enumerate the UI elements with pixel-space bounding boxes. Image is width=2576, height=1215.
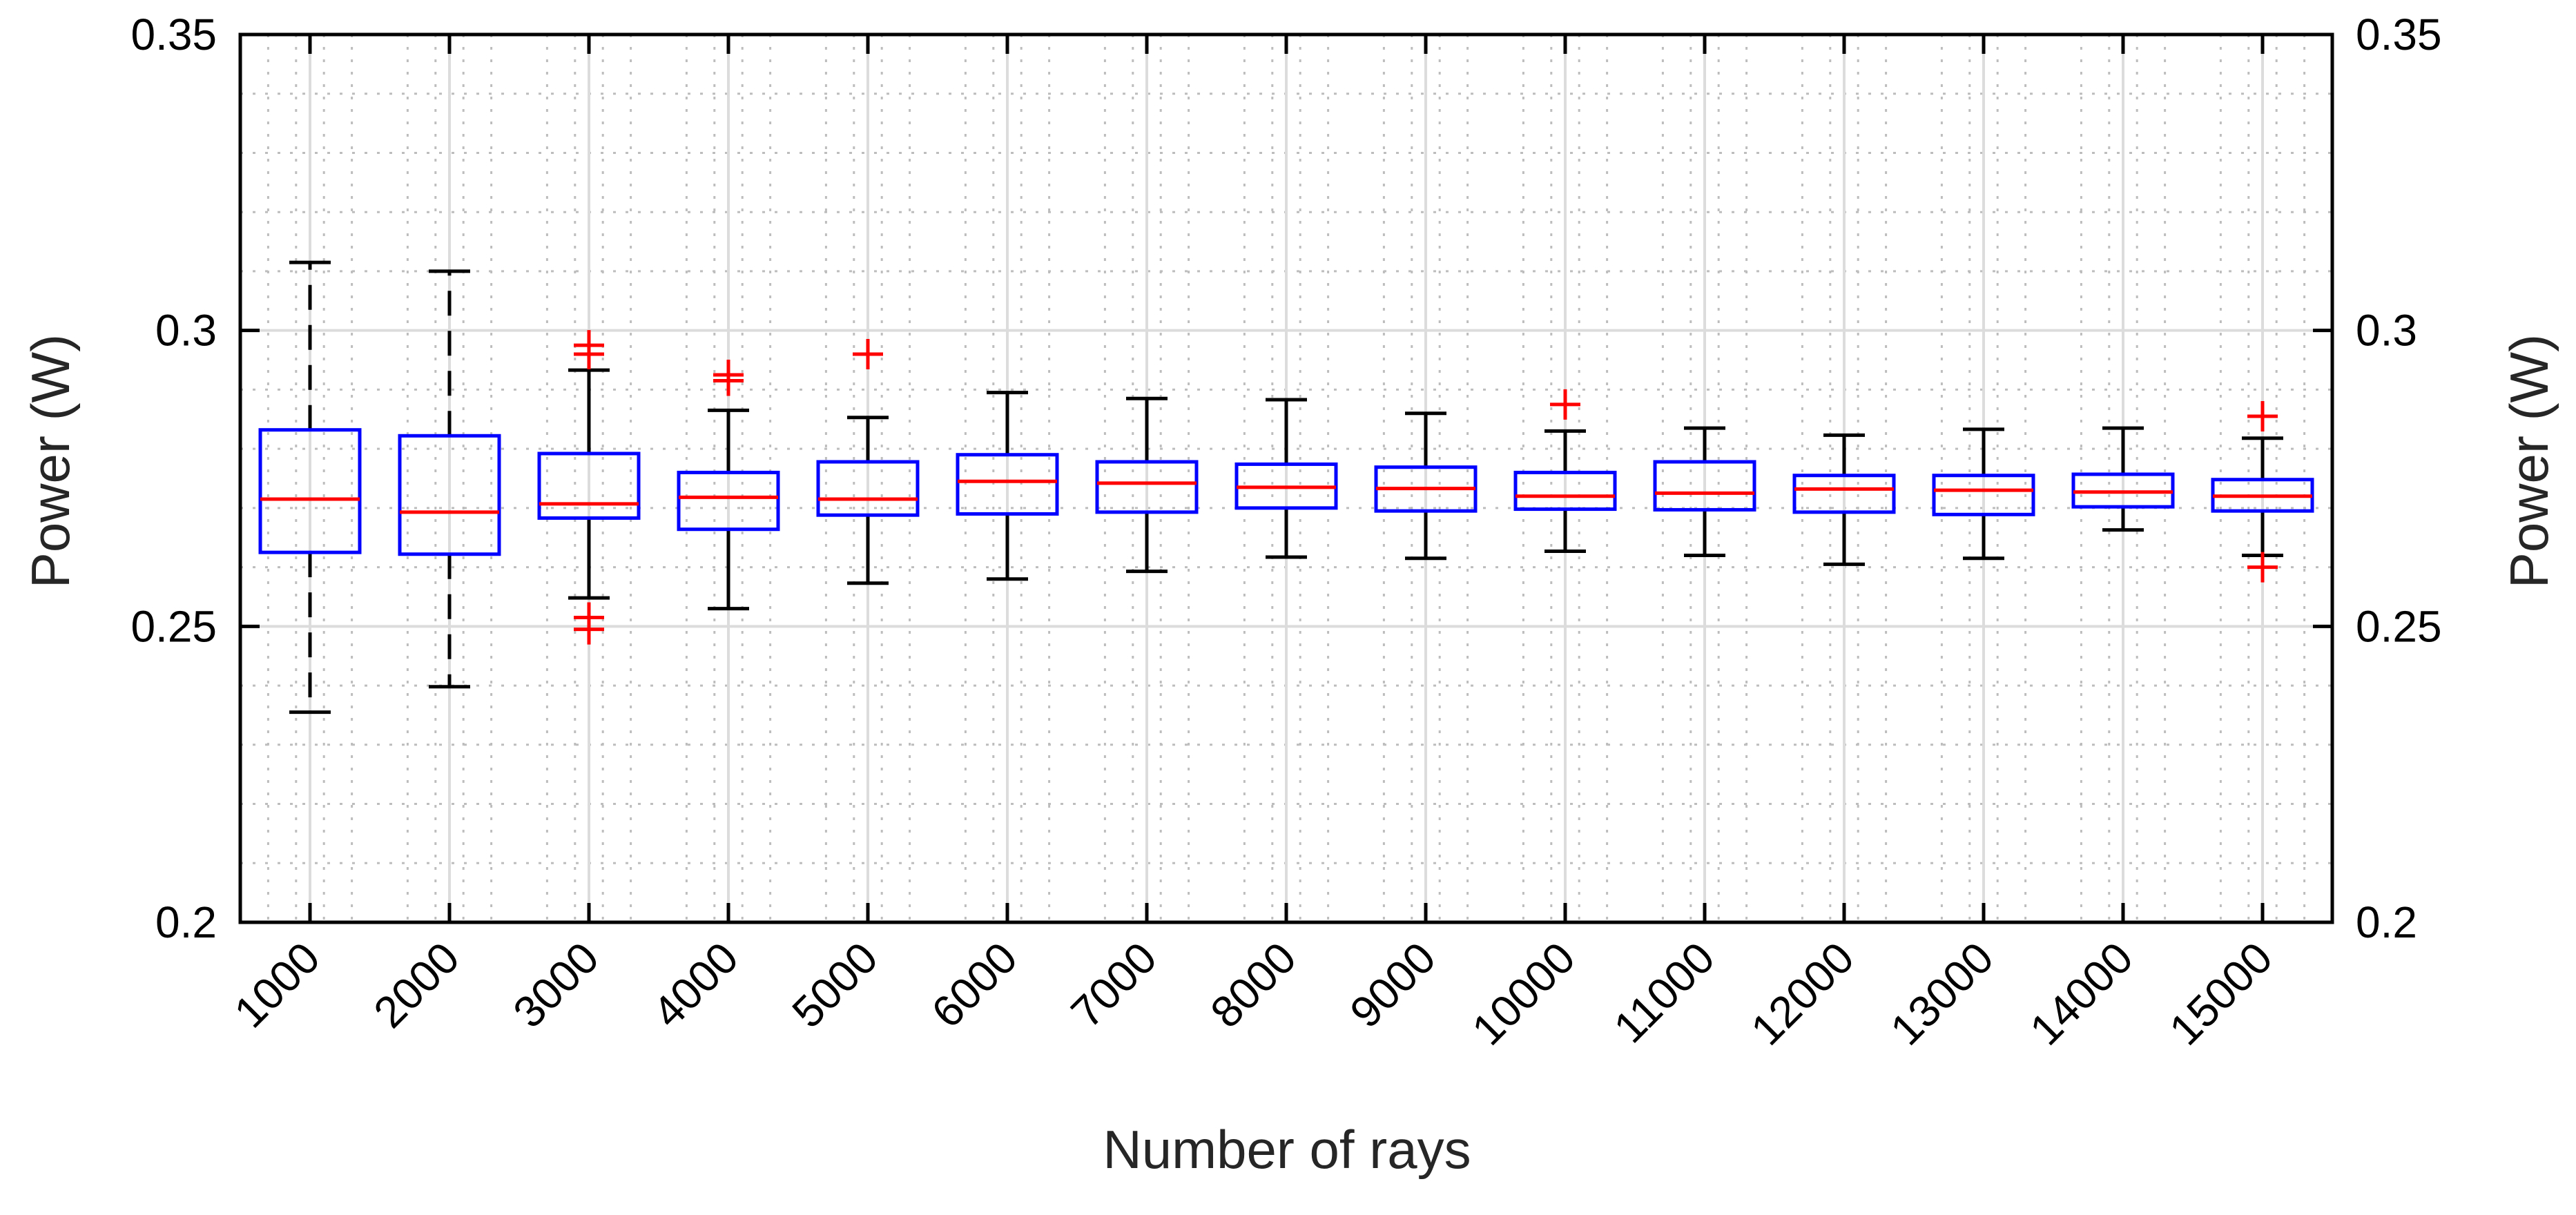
box-layer bbox=[258, 260, 2314, 715]
box-iqr bbox=[816, 460, 920, 517]
box-iqr bbox=[677, 470, 780, 532]
box-iqr bbox=[537, 451, 641, 520]
y-tick-label-left: 0.3 bbox=[155, 306, 217, 356]
box-group-5000 bbox=[816, 338, 920, 585]
y-axis-title-right: Power (W) bbox=[2499, 334, 2559, 588]
outlier-marker bbox=[574, 614, 604, 645]
box-group-10000 bbox=[1513, 389, 1617, 553]
outlier-marker bbox=[713, 365, 744, 396]
box-group-12000 bbox=[1792, 433, 1896, 566]
box-group-14000 bbox=[2071, 426, 2175, 532]
box-group-11000 bbox=[1653, 426, 1756, 557]
box-iqr bbox=[258, 428, 362, 554]
y-tick-label-left: 0.35 bbox=[130, 10, 217, 59]
y-tick-label-right: 0.2 bbox=[2356, 897, 2417, 947]
box-group-9000 bbox=[1374, 411, 1478, 561]
y-axis-title-left: Power (W) bbox=[20, 334, 81, 588]
box-group-2000 bbox=[398, 269, 501, 689]
box-group-15000 bbox=[2211, 400, 2314, 583]
y-tick-label-right: 0.35 bbox=[2356, 10, 2442, 59]
box-group-4000 bbox=[677, 359, 780, 611]
box-iqr bbox=[1932, 474, 2035, 516]
box-group-13000 bbox=[1932, 427, 2035, 561]
y-tick-label-right: 0.25 bbox=[2356, 601, 2442, 651]
box-group-3000 bbox=[537, 330, 641, 645]
y-tick-label-left: 0.25 bbox=[130, 601, 217, 651]
outlier-marker bbox=[853, 338, 883, 369]
x-axis-title: Number of rays bbox=[1103, 1119, 1471, 1180]
box-group-7000 bbox=[1095, 396, 1199, 574]
outlier-marker bbox=[2247, 552, 2278, 583]
box-group-8000 bbox=[1234, 398, 1338, 559]
outlier-marker bbox=[574, 338, 604, 369]
box-iqr bbox=[1095, 460, 1199, 514]
y-tick-label-left: 0.2 bbox=[155, 897, 217, 947]
outlier-marker bbox=[1550, 389, 1580, 420]
axis-layer bbox=[238, 32, 2334, 924]
box-group-1000 bbox=[258, 260, 362, 715]
box-iqr bbox=[1792, 474, 1896, 514]
box-group-6000 bbox=[956, 391, 1059, 581]
y-tick-label-right: 0.3 bbox=[2356, 306, 2417, 356]
outlier-marker bbox=[2247, 400, 2278, 431]
box-iqr bbox=[398, 434, 501, 556]
box-iqr bbox=[956, 453, 1059, 516]
box-iqr bbox=[1513, 470, 1617, 512]
box-iqr bbox=[1653, 460, 1756, 512]
